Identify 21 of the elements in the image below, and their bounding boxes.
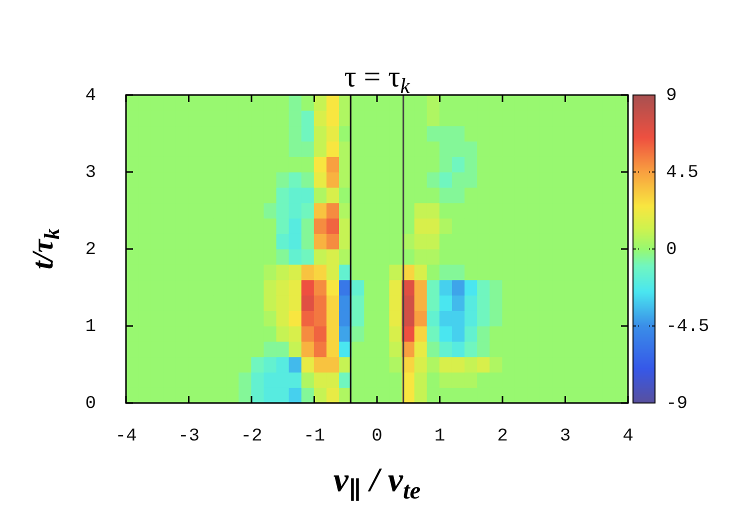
y-tick-label: 1 [85, 316, 96, 337]
x-tick-label: 3 [560, 426, 571, 447]
x-tick-label: -2 [240, 426, 262, 447]
y-tick-label: 0 [85, 394, 96, 414]
x-axis-title: v$_{∥}$ / v$_{te}$ [333, 462, 421, 504]
x-tick-label: -1 [303, 426, 326, 447]
x-tick-label: -3 [178, 426, 200, 447]
y-tick-label: 2 [85, 240, 96, 260]
color-bar-label: 9 [666, 86, 677, 106]
color-bar-label: -9 [666, 394, 688, 414]
x-tick-label: 4 [622, 426, 634, 447]
x-tick-label: 1 [434, 426, 446, 447]
x-tick-label: 2 [497, 426, 508, 447]
chart-title: τ = τ$_{k}$ [344, 60, 410, 98]
color-bar-label: 4.5 [666, 162, 698, 183]
x-tick-label: -4 [115, 426, 137, 447]
y-tick-label: 4 [85, 86, 96, 106]
color-bar-label: 0 [666, 240, 677, 260]
x-tick-label: 0 [372, 426, 382, 447]
color-bar-label: -4.5 [666, 316, 710, 337]
y-tick-label: 3 [85, 162, 96, 183]
